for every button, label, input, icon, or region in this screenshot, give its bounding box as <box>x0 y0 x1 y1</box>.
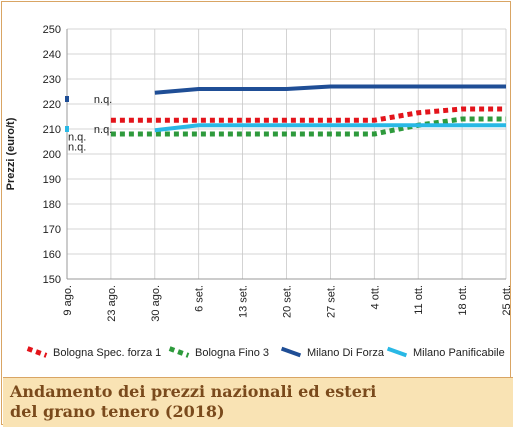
legend-swatch-2 <box>280 346 302 358</box>
y-tick-label: 230 <box>43 74 61 86</box>
y-tick-label: 250 <box>43 24 61 36</box>
chart-caption: Andamento dei prezzi nazionali ed esteri… <box>3 377 513 427</box>
series-point-2 <box>65 96 69 102</box>
y-tick-label: 200 <box>43 149 61 161</box>
y-tick-label: 220 <box>43 99 61 111</box>
y-tick-label: 210 <box>43 124 61 136</box>
caption-line-2: del grano tenero (2018) <box>10 402 225 421</box>
y-tick-label: 170 <box>43 224 61 236</box>
series-line-0 <box>110 106 506 123</box>
x-tick-label: 23 ago. <box>106 285 118 322</box>
y-axis-title: Prezzi (euro/t) <box>5 117 17 190</box>
annotation-nq: n.q. <box>68 142 86 154</box>
legend-swatch-0 <box>26 346 48 358</box>
legend-label-0: Bologna Spec. forza 1 <box>53 347 161 359</box>
x-tick-label: 20 set. <box>282 285 294 318</box>
y-tick-label: 160 <box>43 249 61 261</box>
annotation-nq: n.q. <box>94 94 112 106</box>
legend-label-3: Milano Panificabile <box>413 347 505 359</box>
legend-label-1: Bologna Fino 3 <box>195 347 269 359</box>
x-tick-label: 9 ago. <box>62 285 74 316</box>
x-tick-label: 27 set. <box>325 285 337 318</box>
legend-label-2: Milano Di Forza <box>307 347 385 359</box>
line-chart: 150 160 170 180 190 200 210 220 230 240 250 9 ago. 2… <box>5 24 512 359</box>
annotation-nq: n.q. <box>68 132 86 144</box>
legend-swatch-3 <box>386 346 408 358</box>
annotation-nq: n.q. <box>94 124 112 136</box>
series-point-3 <box>65 126 69 132</box>
series-line-3 <box>154 123 506 133</box>
y-tick-label: 240 <box>43 49 61 61</box>
series-line-1 <box>110 116 506 137</box>
x-tick-label: 4 ott. <box>369 285 381 309</box>
series-line-2 <box>154 84 506 95</box>
x-tick-label: 18 ott. <box>457 285 469 316</box>
caption-line-1: Andamento dei prezzi nazionali ed esteri <box>10 382 377 401</box>
x-tick-label: 30 ago. <box>150 285 162 322</box>
y-tick-label: 150 <box>43 274 61 286</box>
x-tick-label: 25 ott. <box>501 285 512 316</box>
y-tick-label: 180 <box>43 199 61 211</box>
legend-swatch-1 <box>168 346 190 358</box>
x-tick-label: 13 set. <box>238 285 250 318</box>
y-tick-label: 190 <box>43 174 61 186</box>
x-tick-label: 6 set. <box>194 285 206 312</box>
x-tick-label: 11 ott. <box>413 285 425 315</box>
